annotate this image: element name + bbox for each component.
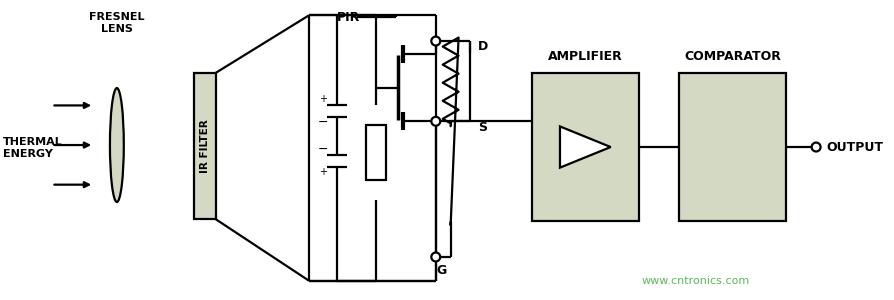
Text: COMPARATOR: COMPARATOR xyxy=(685,50,781,63)
Text: PIR: PIR xyxy=(337,11,360,24)
Text: −: − xyxy=(317,142,328,155)
Bar xyxy=(532,73,639,221)
Text: S: S xyxy=(478,121,487,134)
Circle shape xyxy=(431,117,440,126)
Circle shape xyxy=(431,37,440,46)
Text: IR FILTER: IR FILTER xyxy=(200,119,210,173)
Text: D: D xyxy=(478,40,489,53)
Text: www.cntronics.com: www.cntronics.com xyxy=(642,276,750,286)
Text: OUTPUT: OUTPUT xyxy=(826,140,883,154)
Polygon shape xyxy=(560,126,611,168)
Ellipse shape xyxy=(110,88,123,202)
Text: −: − xyxy=(317,116,328,129)
Bar xyxy=(679,73,787,221)
Text: G: G xyxy=(436,264,447,277)
Bar xyxy=(367,125,386,180)
Text: FRESNEL
LENS: FRESNEL LENS xyxy=(89,12,145,34)
Text: +: + xyxy=(319,167,327,177)
Circle shape xyxy=(812,142,821,152)
Bar xyxy=(194,73,216,219)
Circle shape xyxy=(431,253,440,261)
Text: +: + xyxy=(319,94,327,104)
Text: THERMAL
ENERGY: THERMAL ENERGY xyxy=(3,137,63,159)
Text: AMPLIFIER: AMPLIFIER xyxy=(548,50,623,63)
